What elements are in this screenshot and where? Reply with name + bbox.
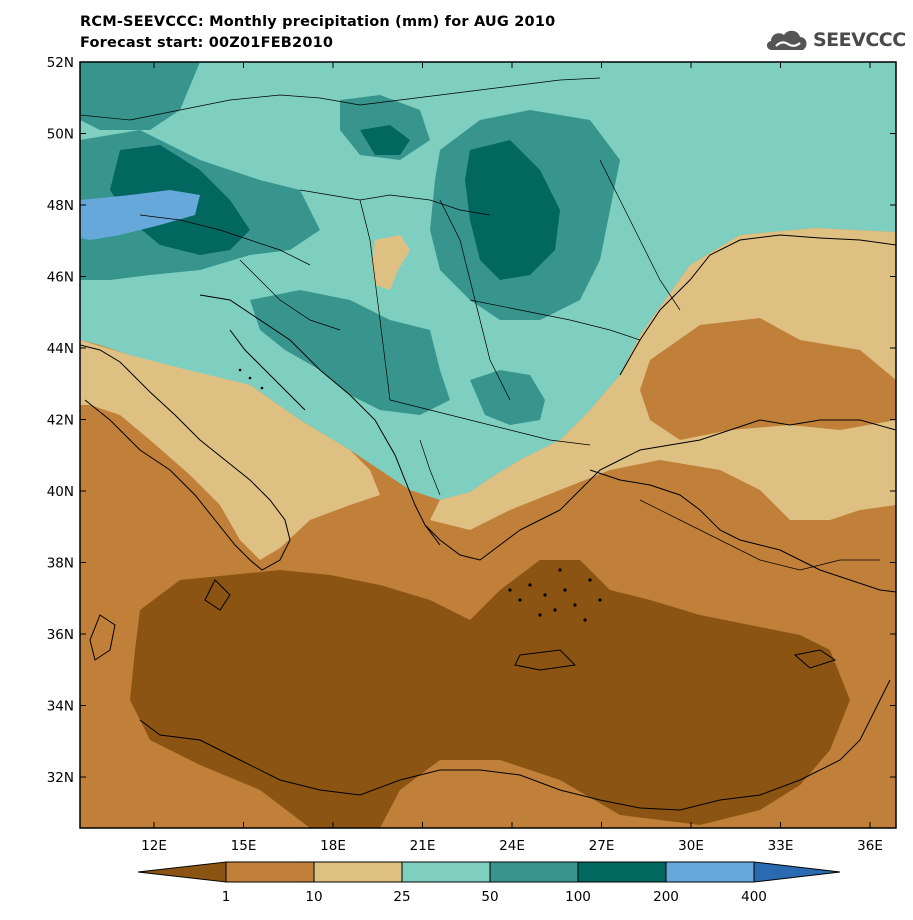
lon-label: 27E (589, 838, 615, 854)
lat-label: 32N (47, 770, 74, 786)
map-frame (79, 61, 897, 829)
colorbar-label: 25 (393, 889, 410, 905)
band-100-200-north (80, 62, 200, 130)
colorbar-segment-over (753, 861, 841, 883)
colorbar-segment-under (137, 861, 227, 883)
colorbar: 1 10 25 50 100 200 400 (137, 861, 841, 905)
band-200-400-romania (465, 140, 560, 280)
lon-label: 12E (141, 838, 167, 854)
colorbar-segment (577, 861, 667, 883)
forecast-start-label: Forecast start: 00Z01FEB2010 (80, 35, 334, 51)
lat-label: 42N (47, 413, 74, 429)
cloud-icon (766, 30, 807, 50)
lat-label: 46N (47, 270, 74, 286)
lon-label: 33E (768, 838, 794, 854)
colorbar-segment (665, 861, 755, 883)
band-200-400-poland (360, 125, 410, 155)
band-25-50-west (80, 340, 380, 560)
precipitation-field (80, 62, 896, 828)
band-100-200-balkan (250, 290, 450, 415)
colorbar-segment (401, 861, 491, 883)
map-title: RCM-SEEVCCC: Monthly precipitation (mm) … (80, 14, 556, 30)
latitude-axis: 52N 50N 48N 46N 44N 42N 40N 38N 36N 34N 32N (47, 55, 896, 786)
lon-label: 21E (410, 838, 436, 854)
colorbar-label: 100 (565, 889, 591, 905)
colorbar-label: 1 (222, 889, 231, 905)
lat-label: 38N (47, 556, 74, 572)
band-25-50-serbia (372, 235, 410, 290)
country-borders (80, 77, 880, 571)
lat-label: 40N (47, 484, 74, 500)
logo-text: SEEVCCC (813, 29, 906, 51)
lat-label: 50N (47, 127, 74, 143)
lat-label: 34N (47, 699, 74, 715)
colorbar-label: 400 (741, 889, 767, 905)
lon-label: 36E (857, 838, 883, 854)
lon-label: 15E (231, 838, 257, 854)
seevccc-logo: SEEVCCC (764, 24, 906, 56)
longitude-axis: 12E 15E 18E 21E 24E 27E 30E 33E 36E (141, 62, 883, 854)
coastlines (80, 234, 896, 811)
lon-label: 24E (499, 838, 525, 854)
lon-label: 30E (678, 838, 704, 854)
band-1-10-med (130, 560, 850, 828)
colorbar-label: 50 (481, 889, 498, 905)
lat-label: 48N (47, 198, 74, 214)
aegean-islands (238, 368, 602, 622)
colorbar-label: 10 (305, 889, 322, 905)
band-100-200-bulgaria (470, 370, 545, 425)
lat-label: 52N (47, 55, 74, 71)
colorbar-segment (489, 861, 579, 883)
colorbar-segment (225, 861, 315, 883)
colorbar-label: 200 (653, 889, 679, 905)
band-10-25-blacksea (640, 318, 896, 440)
lon-label: 18E (320, 838, 346, 854)
colorbar-segment (313, 861, 403, 883)
lat-label: 44N (47, 341, 74, 357)
lat-label: 36N (47, 627, 74, 643)
